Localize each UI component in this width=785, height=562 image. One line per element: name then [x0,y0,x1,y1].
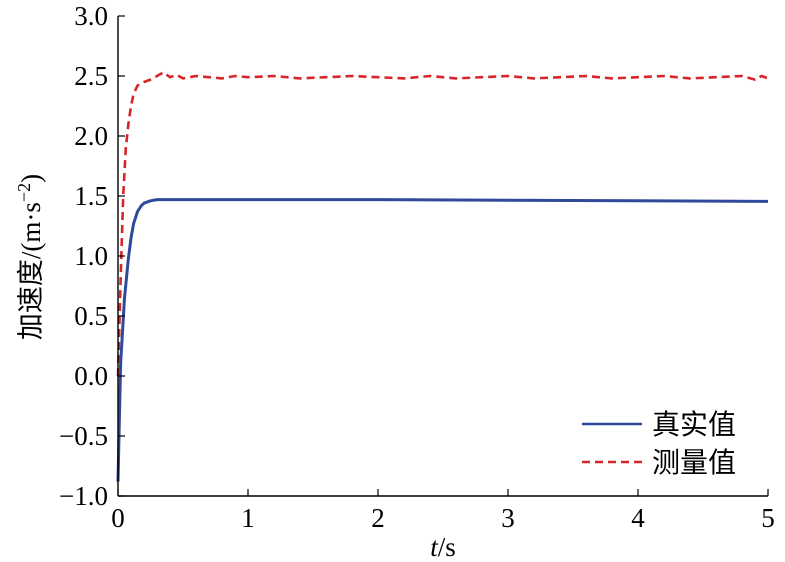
y-tick-label: 3.0 [74,1,108,31]
y-tick-label: 0.0 [74,361,108,391]
x-tick-label: 3 [501,503,515,533]
y-tick-label: 2.5 [74,61,108,91]
y-tick-label: −0.5 [59,421,108,451]
x-tick-label: 4 [631,503,645,533]
x-axis-title: t/s [430,532,456,562]
y-tick-label: 1.5 [74,181,108,211]
x-tick-label: 1 [241,503,255,533]
legend-label-true-value: 真实值 [652,408,736,441]
series-layer [116,71,769,482]
ticks: −1.0 −0.5 0.0 0.5 1.0 1.5 2.0 2.5 3.0 0 1 2 3 4 5 [59,1,775,533]
x-tick-label: 2 [371,503,385,533]
y-axis-title-close: ) [16,174,46,183]
legend: 真实值 测量值 [582,408,736,479]
y-axis-title: 加速度/(m·s−2) [14,174,46,340]
x-axis-title-variable: t [430,532,439,562]
y-tick-label: 1.0 [74,241,108,271]
y-tick-label: −1.0 [59,481,108,511]
y-axis-title-main: 加速度/(m·s [16,202,46,340]
y-tick-label: 2.0 [74,121,108,151]
x-tick-label: 5 [761,503,775,533]
x-tick-label: 0 [111,503,125,533]
y-axis-title-superscript: −2 [14,183,34,202]
series-line-true-value [116,198,769,482]
y-tick-label: 0.5 [74,301,108,331]
legend-label-measured-value: 测量值 [652,446,736,479]
x-axis-title-unit: /s [438,532,456,562]
series-line-measured-value [116,71,769,377]
